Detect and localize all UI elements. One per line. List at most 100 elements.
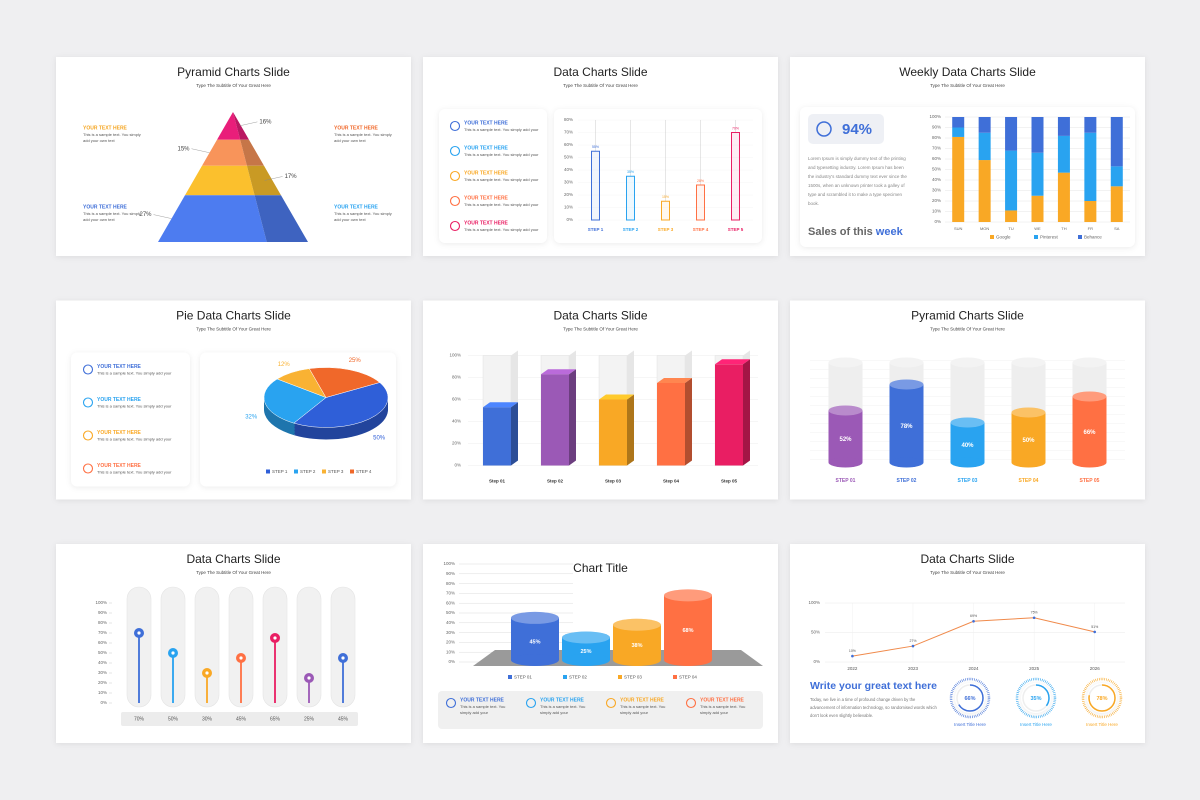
item-icon (449, 145, 461, 157)
lollipop-dot (137, 631, 141, 635)
pie-slice (263, 378, 327, 424)
item-body: This is a sample text. You simply add yo… (464, 152, 539, 157)
y-tick-label: 20% (98, 680, 107, 685)
item-heading: YOUR TEXT HERE (540, 697, 585, 703)
y-tick-label: 10% (932, 209, 941, 214)
value-label: 45% (529, 639, 540, 645)
item-body: This is a sample text. You simply add yo… (464, 202, 539, 207)
item-body-box: This is a sample text. You simply add yo… (334, 132, 392, 143)
cylinder-top-shine (562, 631, 610, 644)
item-heading: YOUR TEXT HERE (464, 220, 509, 226)
y-tick-label: 60% (564, 142, 573, 147)
item-icon (82, 463, 94, 474)
item-body: This is a sample text. You simply add yo… (83, 132, 141, 143)
value-label: 55% (592, 145, 599, 149)
y-tick-label: 20% (564, 192, 573, 197)
item-icon (449, 195, 461, 207)
y-tick-label: 0% (813, 659, 820, 664)
lollipop-dot (239, 656, 243, 660)
x-tick-label: STEP 03 (958, 478, 978, 484)
bar-top (657, 378, 692, 383)
slide-title: Pyramid Charts Slide (911, 309, 1024, 323)
y-tick-label: 70% (446, 591, 455, 596)
value-label: 50% (373, 436, 386, 442)
y-tick-label: 100% (449, 353, 461, 358)
cylinder-top (828, 405, 863, 416)
value-label: 65% (270, 716, 281, 722)
kpi-value: 94% (842, 121, 872, 138)
x-tick-label: STEP 2 (623, 227, 639, 232)
headline-highlight: week (875, 226, 904, 238)
value-label: 51% (1091, 625, 1098, 629)
gauge-arc (956, 684, 984, 712)
slide: Data Charts Slide Type The Subtitle Of Yo… (423, 57, 778, 256)
item-body-box: This is a sample text. You simply add yo… (464, 202, 539, 207)
slide-title: Weekly Data Charts Slide (899, 65, 1036, 79)
gauge-label: Insert Title Here (1020, 722, 1052, 727)
bar (626, 175, 635, 221)
bar-segment (1031, 195, 1044, 222)
item-body-box: This is a sample text. You simply add yo… (464, 227, 538, 232)
value-label: 15% (177, 146, 190, 152)
x-tick-label: STEP 05 (1080, 478, 1100, 484)
x-tick-label: 2025 (1029, 666, 1040, 671)
x-tick-label: FR (1088, 226, 1093, 231)
cylinder-top-shine (1011, 407, 1046, 418)
item-body: This is a sample text. You simply add yo… (334, 211, 392, 222)
bar-side (511, 402, 518, 466)
bar-top (483, 402, 518, 408)
lollipop-dot (205, 671, 209, 675)
slide: Data Charts Slide Type The Subtitle Of Yo… (56, 544, 411, 743)
value-label: 17% (285, 174, 298, 180)
cylinder-ghost-top (950, 357, 985, 368)
legend-swatch (618, 675, 622, 679)
y-tick-label: 0% (100, 700, 107, 705)
cylinder-ghost-top-shine (1011, 357, 1046, 368)
item-heading: YOUR TEXT HERE (464, 145, 509, 151)
y-tick-label: 10% (564, 205, 573, 210)
lollipop-dot (273, 636, 277, 640)
slide-title: Pyramid Charts Slide (177, 65, 290, 79)
x-tick-label: STEP 04 (1019, 478, 1039, 484)
item-body-box: This is a sample text. You simply add yo… (334, 211, 392, 222)
cylinder-ghost-top-shine (828, 357, 863, 368)
item-body: This is a sample text. You simply add yo… (700, 704, 746, 715)
bar-segment (978, 160, 991, 222)
bar-segment (1084, 201, 1097, 222)
lollipop-dot (307, 676, 311, 680)
y-tick-label: 80% (932, 135, 941, 140)
kpi-box (808, 114, 884, 144)
value-label: 70% (732, 126, 739, 130)
items-card (438, 691, 763, 729)
value-label: 45% (236, 716, 247, 722)
legend-swatch (508, 675, 512, 679)
bar-segment (1005, 117, 1018, 151)
y-tick-label: 0% (454, 463, 461, 468)
item-body: This is a sample text. You simply add yo… (620, 704, 666, 715)
item-body-box: This is a sample text. You simply add yo… (540, 704, 585, 715)
x-tick-label: STEP 4 (693, 227, 709, 232)
cylinder (828, 410, 863, 463)
item-body-box: This is a sample text. You simply add yo… (83, 211, 141, 222)
bar-segment (978, 117, 991, 133)
slide: Pie Data Charts Slide Type The Subtitle O… (56, 300, 411, 500)
item-body: This is a sample text. You simply add yo… (460, 704, 506, 715)
item-body: This is a sample text. You simply add yo… (97, 370, 172, 376)
cylinder (511, 617, 559, 660)
value-label: 25% (580, 649, 591, 655)
gauge-label: Insert Title Here (954, 722, 986, 727)
cylinder-ghost-top-shine (889, 357, 924, 368)
item-heading: YOUR TEXT HERE (700, 697, 745, 703)
bar-segment (1005, 210, 1018, 222)
value-label: 68% (682, 628, 693, 634)
y-tick-label: 70% (98, 630, 107, 635)
y-tick-label: 40% (564, 167, 573, 172)
y-tick-label: 0% (448, 659, 455, 664)
pyramid-layer (158, 195, 267, 242)
cylinder-ghost-top (889, 357, 924, 368)
legend-swatch (563, 675, 567, 679)
item-body: This is a sample text. You simply add yo… (334, 132, 392, 143)
value-label: 70% (134, 716, 145, 722)
x-tick-label: Step 05 (721, 479, 738, 484)
cylinder-top-shine (950, 417, 985, 428)
